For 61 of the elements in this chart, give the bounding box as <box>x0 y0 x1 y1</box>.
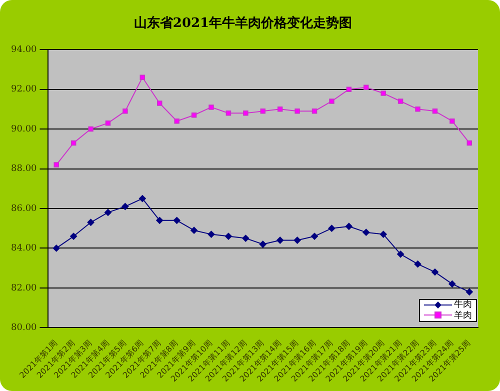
point <box>364 84 369 90</box>
point <box>140 74 146 80</box>
point <box>190 226 198 234</box>
point <box>157 100 162 106</box>
y-tick-label: 92.00 <box>11 84 38 95</box>
point <box>329 98 334 104</box>
point <box>276 236 284 244</box>
point <box>260 108 266 114</box>
point <box>345 222 352 230</box>
point <box>88 126 94 132</box>
point <box>294 108 300 114</box>
point <box>328 224 336 232</box>
point <box>431 268 438 276</box>
y-tick-label: 80.00 <box>11 322 38 333</box>
y-tick-label: 88.00 <box>11 164 38 174</box>
point <box>414 260 422 268</box>
point <box>174 118 180 124</box>
point <box>173 216 180 224</box>
y-tick-label: 84.00 <box>11 244 38 254</box>
point <box>104 208 112 216</box>
point <box>105 120 111 126</box>
point <box>311 232 318 240</box>
point <box>398 98 404 104</box>
point <box>70 140 76 146</box>
point <box>70 232 78 240</box>
y-tick-label: 94.00 <box>11 44 38 55</box>
legend-label: 牛肉 <box>454 300 472 310</box>
point <box>122 203 129 210</box>
point <box>380 90 386 96</box>
point <box>450 118 455 124</box>
point <box>156 216 164 224</box>
point <box>122 108 128 114</box>
y-tick-label: 86.00 <box>11 204 38 214</box>
chart-title: 山东省2021年牛羊肉价格变化走势图 <box>134 15 352 32</box>
point <box>259 240 266 248</box>
point <box>466 140 472 146</box>
point <box>380 230 387 238</box>
point <box>243 110 248 116</box>
point <box>54 162 59 168</box>
point <box>312 108 318 114</box>
point <box>242 234 250 242</box>
point <box>52 244 60 252</box>
legend-label: 羊肉 <box>454 310 472 321</box>
y-tick-label: 82.00 <box>11 283 38 294</box>
point <box>415 106 420 112</box>
point <box>138 195 146 202</box>
point <box>294 236 301 244</box>
point <box>191 112 197 118</box>
point <box>226 110 232 116</box>
point <box>346 86 352 92</box>
point <box>208 104 214 110</box>
point <box>432 108 438 114</box>
point <box>448 280 456 288</box>
y-tick-label: 90.00 <box>11 124 38 134</box>
point <box>277 106 283 112</box>
point <box>87 218 94 226</box>
point <box>208 230 215 238</box>
point <box>224 232 232 240</box>
point <box>466 288 473 296</box>
point <box>362 228 370 236</box>
point <box>397 250 404 258</box>
